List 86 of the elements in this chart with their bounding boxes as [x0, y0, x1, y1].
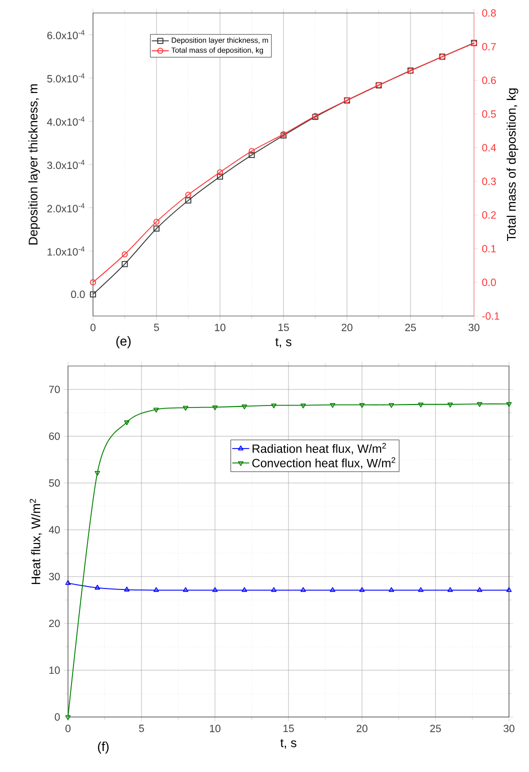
x-tick-label: 15: [283, 724, 294, 732]
point: [476, 402, 482, 407]
y-tick-label: 3.0x10$^{-4}$: [47, 160, 85, 170]
y-tick-label: 70: [49, 386, 60, 394]
point: [418, 587, 424, 592]
x-axis-title: t, s: [280, 739, 296, 749]
point: [242, 404, 248, 410]
y-tick-label: 6.0x10$^{-4}$: [47, 30, 85, 40]
x-tick-label: 30: [468, 324, 480, 332]
point: [185, 192, 192, 198]
point: [388, 403, 394, 408]
x-tick-label: 10: [210, 724, 220, 732]
y2-tick-label: 0.6: [482, 76, 496, 84]
y-tick-label: 20: [49, 620, 60, 628]
legend-label: Convection heat flux, W/m$^{2}$: [252, 457, 396, 469]
y-tick-label: 1.0x10$^{-4}$: [48, 246, 85, 256]
point: [212, 587, 218, 592]
point: [124, 420, 130, 426]
point: [248, 152, 255, 158]
y2-tick-label: 0.4: [482, 144, 496, 152]
x-tick-label: 25: [430, 724, 441, 732]
y2-axis-title: Total mass of deposition, kg: [506, 88, 518, 242]
y-tick-label: 2.0x10$^{-4}$: [47, 203, 85, 212]
y-tick-label: 60: [49, 432, 60, 440]
point: [153, 226, 160, 232]
y-tick-label: 30: [48, 572, 60, 580]
y2-tick-label: -0.1: [482, 312, 500, 320]
point: [476, 587, 482, 592]
point: [90, 291, 96, 298]
x-tick-label: 30: [504, 724, 514, 732]
point: [94, 584, 100, 590]
y-tick-label: 50: [49, 479, 60, 487]
point: [154, 408, 159, 413]
point: [448, 587, 453, 592]
y2-tick-label: 0.8: [482, 9, 496, 17]
x-tick-label: 20: [342, 324, 352, 332]
text: (e): [116, 336, 131, 348]
point: [300, 587, 306, 592]
point: [300, 404, 306, 408]
y-tick-label: 0: [54, 713, 60, 721]
x-tick-label: 5: [139, 724, 144, 732]
point: [122, 251, 128, 258]
legend-label: Radiation heat flux, W/m$^{2}$: [252, 442, 386, 454]
point: [271, 587, 276, 592]
point: [153, 218, 160, 225]
point: [242, 587, 248, 592]
x-tick-label: 25: [405, 324, 416, 332]
point: [122, 261, 128, 268]
y2-tick-label: 0.2: [482, 211, 496, 219]
y2-tick-label: 0.7: [482, 42, 496, 50]
x-tick-label: 10: [214, 324, 226, 332]
point: [388, 587, 394, 592]
y-tick-label: 4.0x10$^{-4}$: [47, 116, 85, 126]
point: [271, 404, 276, 408]
y-tick-label: 5.0x10$^{-4}$: [47, 73, 85, 82]
y-tick-label: 40: [48, 526, 60, 534]
x-axis-title: t, s: [275, 338, 292, 348]
point: [359, 403, 365, 408]
text: (f): [98, 742, 109, 754]
point: [216, 174, 224, 180]
point: [182, 406, 188, 411]
y2-tick-label: 0.1: [482, 244, 496, 252]
point: [154, 587, 159, 592]
point: [212, 405, 218, 410]
x-tick-label: 5: [154, 324, 159, 332]
point: [124, 586, 130, 592]
y-tick-label: 0.0: [71, 290, 85, 298]
point: [418, 402, 424, 408]
point: [248, 148, 255, 154]
x-tick-label: 20: [356, 724, 368, 732]
point: [330, 403, 336, 408]
y2-tick-label: 0.5: [482, 110, 496, 118]
x-tick-label: 15: [278, 324, 289, 332]
point: [359, 587, 365, 592]
y2-tick-label: 0.3: [482, 178, 496, 186]
y2-tick-label: 0.0: [482, 278, 496, 286]
point: [448, 402, 453, 408]
point: [94, 470, 100, 476]
y-axis-title: Heat flux, W/m$^{2}$: [30, 498, 42, 584]
x-tick-label: 0: [90, 324, 96, 332]
y-axis-title: Deposition layer thickness, m: [28, 84, 40, 244]
y-tick-label: 10: [49, 666, 60, 674]
point: [216, 169, 224, 176]
point: [330, 587, 336, 592]
point: [185, 197, 192, 204]
point: [182, 587, 188, 592]
